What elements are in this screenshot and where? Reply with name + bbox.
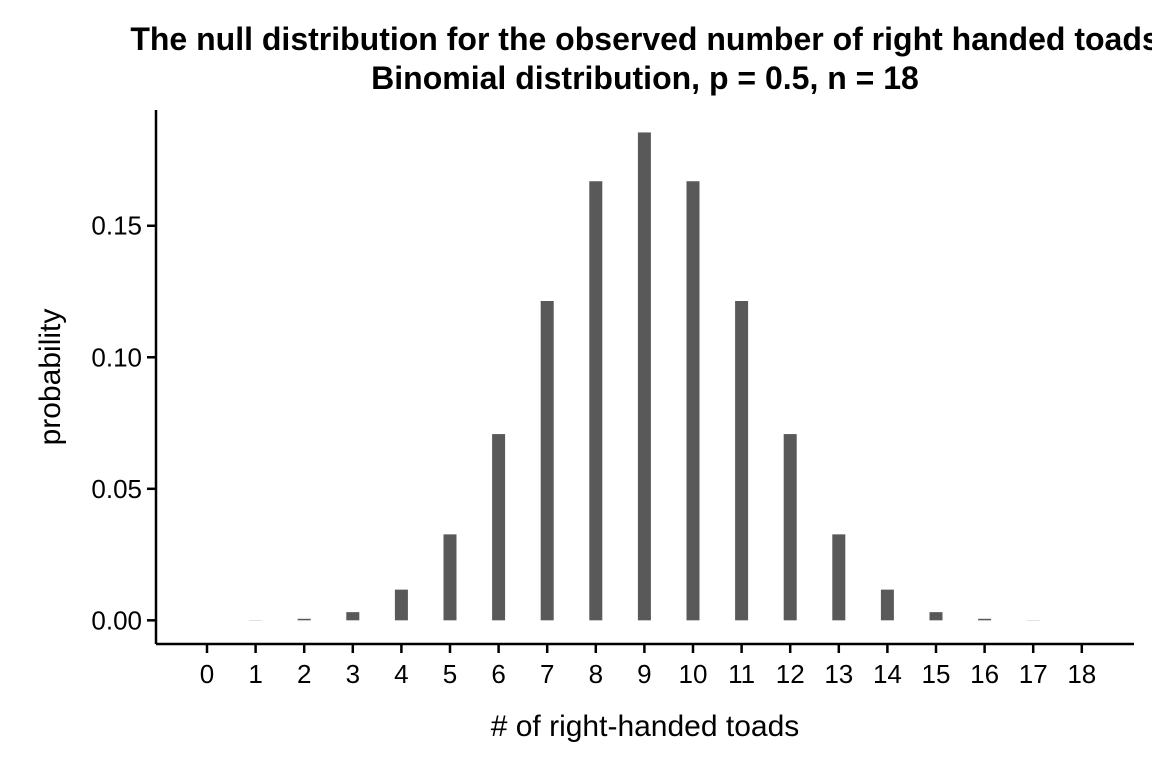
x-tick-label-15: 15 — [922, 659, 951, 689]
bar-15 — [929, 612, 943, 621]
x-tick-label-17: 17 — [1019, 659, 1048, 689]
bar-14 — [880, 589, 894, 621]
bar-2 — [297, 618, 311, 621]
x-tick-label-13: 13 — [824, 659, 853, 689]
bar-3 — [346, 612, 360, 621]
y-tick-label-0.00: 0.00 — [91, 605, 142, 635]
bars — [200, 132, 1089, 621]
x-axis-label: # of right-handed toads — [491, 710, 800, 743]
y-tick-label-0.15: 0.15 — [91, 211, 142, 241]
bar-6 — [492, 434, 506, 621]
bar-8 — [589, 181, 603, 621]
y-tick-label-0.10: 0.10 — [91, 342, 142, 372]
x-axis-ticks: 0 1 2 3 4 5 6 7 8 9 10 11 12 13 14 15 16 17 18 — [200, 644, 1096, 689]
x-tick-label-8: 8 — [589, 659, 603, 689]
x-tick-label-1: 1 — [248, 659, 262, 689]
y-axis-label: probability — [34, 309, 67, 446]
bar-5 — [443, 534, 457, 621]
x-tick-label-3: 3 — [346, 659, 360, 689]
y-axis-ticks: 0.00 0.05 0.10 0.15 — [91, 211, 156, 635]
bar-9 — [637, 132, 651, 621]
x-tick-label-4: 4 — [394, 659, 408, 689]
bar-11 — [735, 301, 749, 621]
x-tick-label-6: 6 — [491, 659, 505, 689]
bar-13 — [832, 534, 846, 621]
x-tick-label-12: 12 — [776, 659, 805, 689]
x-tick-label-0: 0 — [200, 659, 214, 689]
x-tick-label-16: 16 — [970, 659, 999, 689]
chart-subtitle: Binomial distribution, p = 0.5, n = 18 — [371, 60, 919, 96]
x-tick-label-9: 9 — [637, 659, 651, 689]
x-tick-label-18: 18 — [1067, 659, 1096, 689]
x-tick-label-11: 11 — [728, 659, 755, 689]
x-tick-label-14: 14 — [873, 659, 902, 689]
x-tick-label-5: 5 — [443, 659, 457, 689]
y-tick-label-0.05: 0.05 — [91, 474, 142, 504]
x-tick-label-7: 7 — [540, 659, 554, 689]
x-tick-label-2: 2 — [297, 659, 311, 689]
bar-16 — [978, 618, 992, 621]
bar-10 — [686, 181, 700, 621]
bar-7 — [540, 301, 554, 621]
chart-title: The null distribution for the observed n… — [130, 21, 1152, 57]
x-tick-label-10: 10 — [679, 659, 708, 689]
bar-4 — [394, 589, 408, 621]
bar-12 — [783, 434, 797, 621]
